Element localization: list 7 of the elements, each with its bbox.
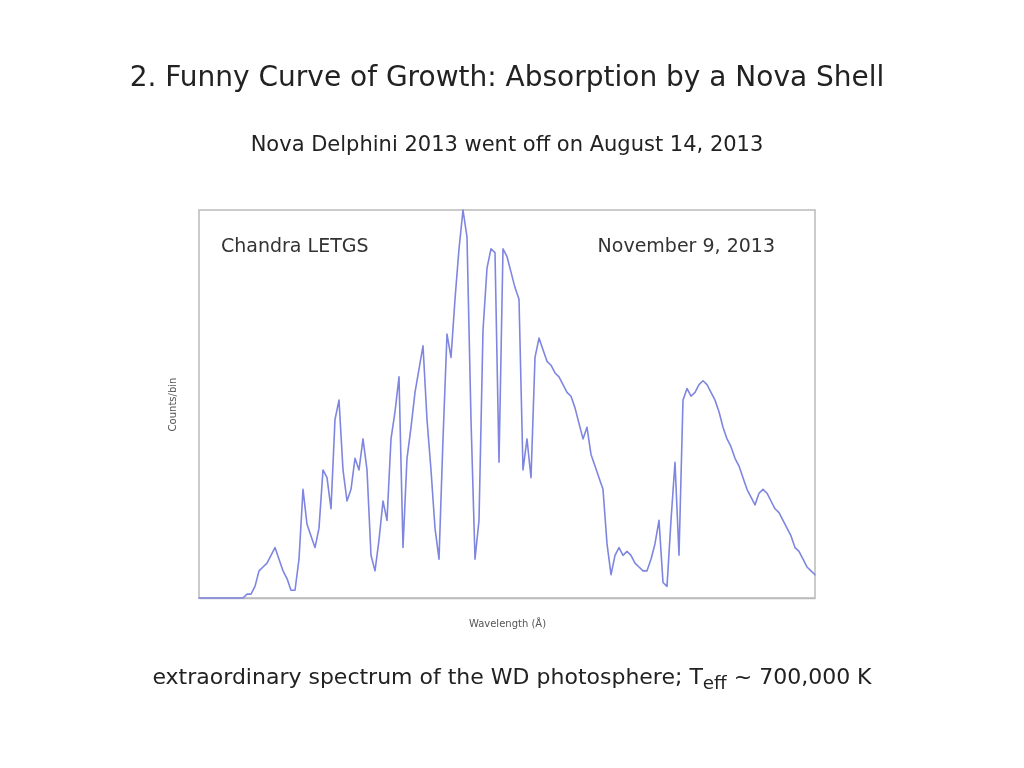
- x-axis-title: Wavelength (Å): [468, 616, 547, 629]
- y-axis-title: Counts/bin: [166, 377, 178, 432]
- text: extraordinary spectrum of the WD photosphere; T$_{eff}$ ~ 700,000 K: [152, 664, 872, 694]
- chart-title: 2. Funny Curve of Growth: Absorption by a Nova Shell: [129, 60, 885, 94]
- annotation: Chandra LETGS: [221, 234, 369, 256]
- annotation: November 9, 2013: [597, 234, 775, 256]
- chart-subtitle: Nova Delphini 2013 went off on August 14, 2013: [250, 132, 764, 157]
